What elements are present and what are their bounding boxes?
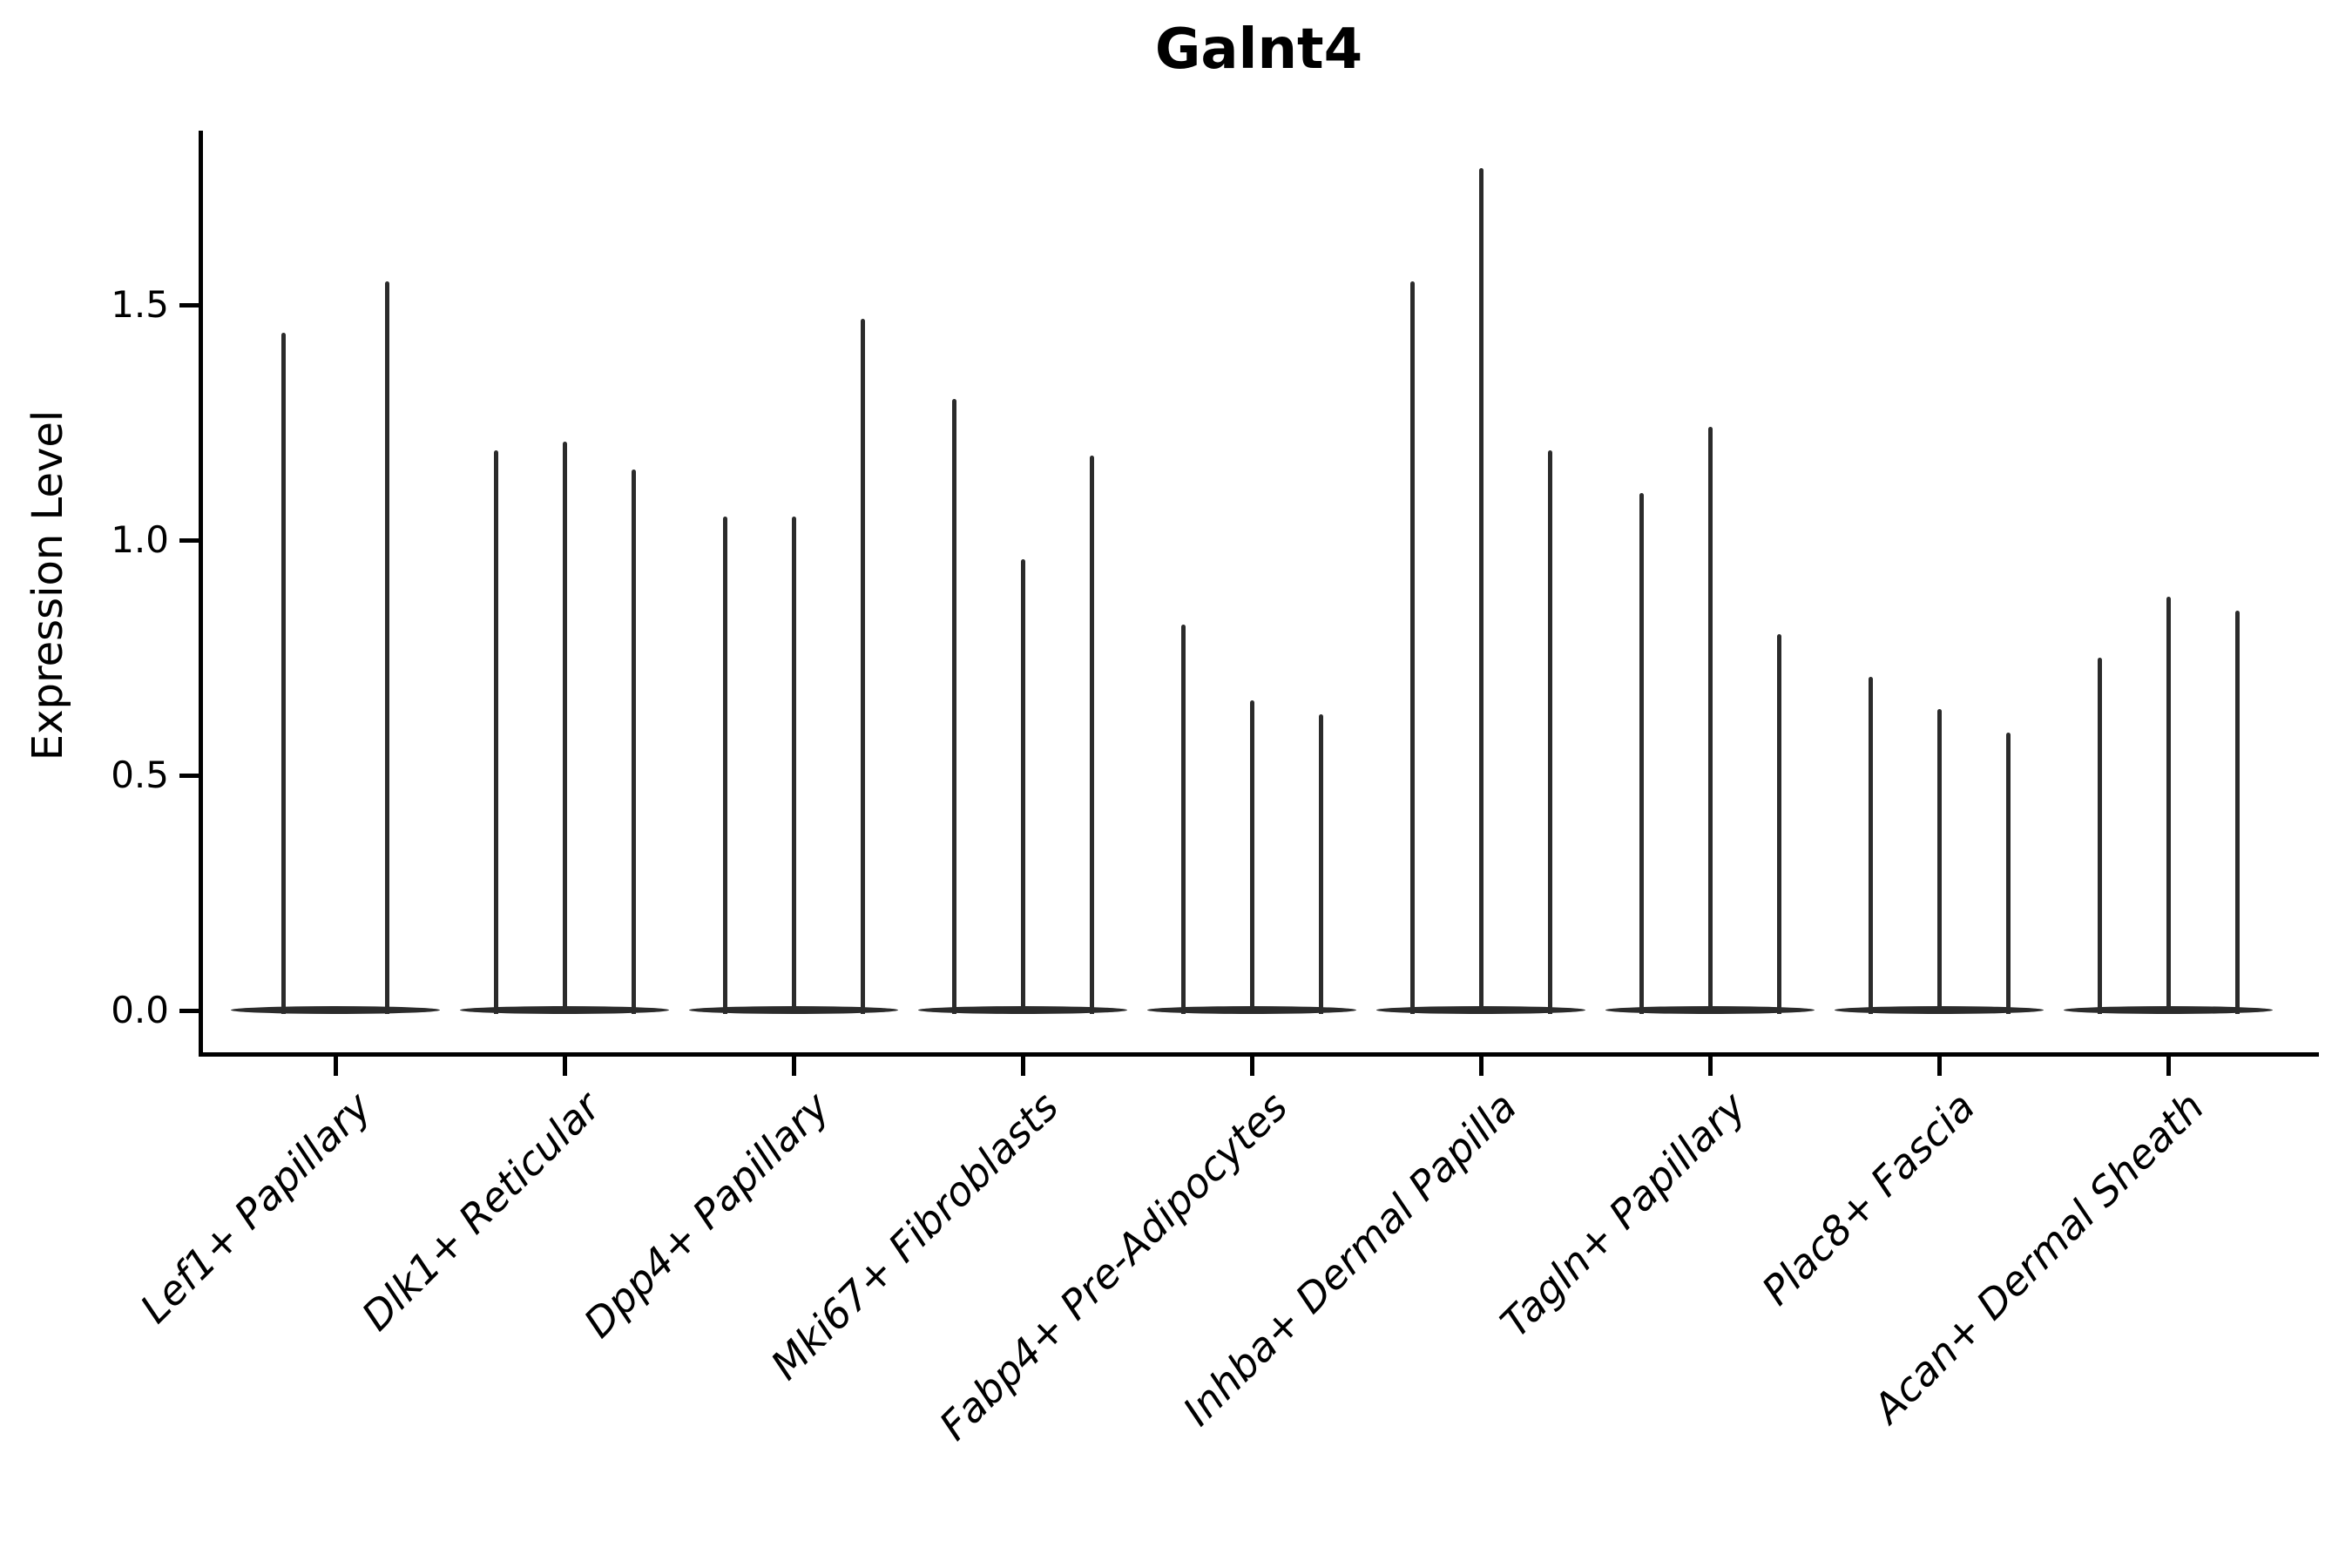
violin-spike (1547, 450, 1552, 1014)
x-tick-mark (791, 1057, 796, 1076)
x-tick-mark (2166, 1057, 2171, 1076)
violin-spike (2234, 611, 2240, 1014)
y-axis-label: Expression Level (24, 409, 72, 761)
x-category-label: Plac8+ Fascia (1752, 1083, 1984, 1315)
violin-spike (1707, 427, 1713, 1014)
x-tick-mark (562, 1057, 567, 1076)
violin-spike (1478, 168, 1484, 1014)
violin-spike (1639, 493, 1644, 1014)
chart-title: Galnt4 (1154, 17, 1363, 82)
x-category-label: Dpp4+ Papillary (574, 1083, 839, 1347)
x-tick-mark (1936, 1057, 1942, 1076)
y-tick-mark (179, 537, 200, 543)
y-tick-mark (179, 1008, 200, 1013)
y-tick-label: 0.5 (111, 754, 169, 796)
violin-spike (860, 319, 865, 1014)
x-tick-mark (1020, 1057, 1025, 1076)
violin-spike (1180, 625, 1186, 1014)
violin-spike (385, 281, 389, 1014)
violin-spike (493, 450, 498, 1014)
violin-spike (1936, 709, 1942, 1014)
violin-spike (2005, 733, 2011, 1014)
y-axis-spine (199, 131, 203, 1057)
violin-spike (722, 517, 727, 1014)
violin-spike (1020, 558, 1025, 1014)
violin-spike (1318, 713, 1323, 1014)
violin-spike (1776, 634, 1781, 1014)
violin-spike (1249, 700, 1254, 1014)
y-tick-mark (179, 302, 200, 308)
violin-spike (951, 399, 956, 1014)
x-category-label: Tagln+ Papillary (1491, 1083, 1755, 1347)
x-axis-spine (199, 1052, 2319, 1057)
violin-spike (1089, 455, 1094, 1014)
x-tick-mark (1478, 1057, 1484, 1076)
y-tick-label: 1.0 (111, 518, 169, 561)
x-tick-mark (1249, 1057, 1254, 1076)
violin-spike (562, 441, 567, 1014)
violin-base (231, 1006, 440, 1014)
x-tick-mark (333, 1057, 338, 1076)
violin-spike (631, 470, 636, 1014)
violin-spike (1868, 676, 1873, 1014)
x-category-label: Dlk1+ Reticular (352, 1083, 610, 1340)
violin-spike (791, 517, 796, 1014)
violin-spike (2166, 596, 2171, 1014)
x-tick-mark (1707, 1057, 1713, 1076)
y-tick-label: 1.5 (111, 283, 169, 326)
x-category-label: Lef1+ Papillary (131, 1083, 381, 1333)
violin-spike (281, 333, 286, 1014)
y-tick-mark (179, 773, 200, 778)
violin-spike (1409, 281, 1415, 1014)
violin-spike (2097, 658, 2102, 1014)
y-tick-label: 0.0 (111, 989, 169, 1031)
